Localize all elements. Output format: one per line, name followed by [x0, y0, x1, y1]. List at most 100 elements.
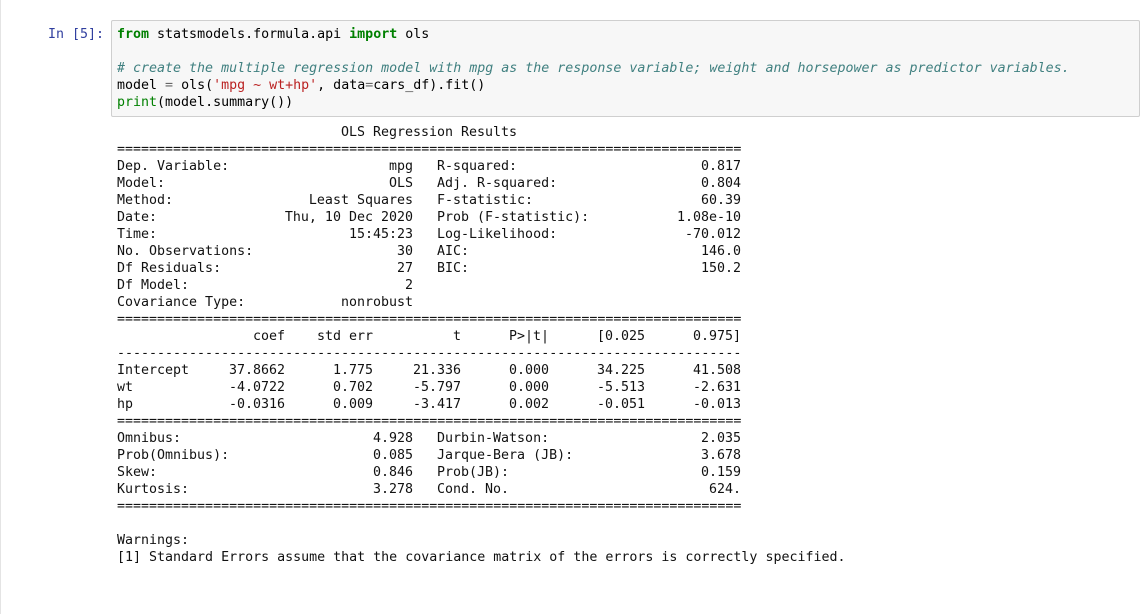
- stat-value: 60.39: [700, 193, 741, 208]
- stat-label: Omnibus:: [117, 431, 182, 446]
- stat-value: nonrobust: [340, 295, 413, 310]
- stat-value: 1.08e-10: [676, 210, 741, 225]
- stat-value: 146.0: [700, 244, 741, 259]
- double-rule: ========================================…: [117, 142, 742, 157]
- coef-value: 0.000: [508, 380, 549, 395]
- stat-label: Df Model:: [117, 278, 190, 293]
- coef-header: [0.025: [596, 329, 645, 344]
- coef-value: -5.513: [596, 380, 645, 395]
- stat-value: 4.928: [372, 431, 413, 446]
- stat-value: 3.678: [700, 448, 741, 463]
- code-comment: # create the multiple regression model w…: [117, 61, 1070, 76]
- stat-label: Covariance Type:: [117, 295, 246, 310]
- warning-text: [1] Standard Errors assume that the cova…: [117, 550, 846, 565]
- string: 'mpg ~ wt+hp': [213, 78, 318, 93]
- coef-value: 1.775: [332, 363, 373, 378]
- coef-header: P>|t|: [508, 329, 549, 344]
- coef-value: -0.0316: [228, 397, 285, 412]
- stat-label: BIC:: [437, 261, 470, 276]
- warnings-title: Warnings:: [117, 533, 190, 548]
- stat-label: Prob(JB):: [437, 465, 510, 480]
- double-rule: ========================================…: [117, 312, 742, 327]
- coef-value: 41.508: [692, 363, 741, 378]
- coef-value: -3.417: [412, 397, 461, 412]
- code-text: statsmodels.formula.api: [149, 27, 350, 42]
- stat-value: 624.: [708, 482, 741, 497]
- code-input-area[interactable]: [111, 20, 1140, 117]
- stat-label: Prob(Omnibus):: [117, 448, 230, 463]
- double-rule: ========================================…: [117, 499, 742, 514]
- stat-value: OLS: [388, 176, 413, 191]
- coef-value: 0.009: [332, 397, 373, 412]
- stat-value: 0.846: [372, 465, 413, 480]
- code-line: print(model.summary()): [117, 94, 293, 111]
- stat-value: mpg: [388, 159, 413, 174]
- stat-label: Jarque-Bera (JB):: [437, 448, 574, 463]
- stat-value: 15:45:23: [348, 227, 413, 242]
- operator: =: [365, 78, 374, 93]
- summary-title: OLS Regression Results: [340, 125, 518, 140]
- coef-name: Intercept: [117, 363, 190, 378]
- stat-label: Log-Likelihood:: [437, 227, 558, 242]
- stat-value: 2: [404, 278, 413, 293]
- builtin: print: [117, 95, 158, 110]
- stat-label: AIC:: [437, 244, 470, 259]
- input-prompt: In [5]:: [48, 27, 105, 42]
- keyword: from: [117, 27, 150, 42]
- coef-value: -2.631: [692, 380, 741, 395]
- coef-name: hp: [117, 397, 134, 412]
- stat-label: Model:: [117, 176, 166, 191]
- stat-label: Cond. No.: [437, 482, 510, 497]
- stat-value: -70.012: [684, 227, 741, 242]
- code-text: cars_df).fit(): [373, 78, 486, 93]
- stat-value: Thu, 10 Dec 2020: [284, 210, 413, 225]
- stat-value: 0.804: [700, 176, 741, 191]
- coef-value: 0.000: [508, 363, 549, 378]
- output-area: OLS Regression Results ==================…: [117, 0, 846, 615]
- coef-value: -5.797: [412, 380, 461, 395]
- coef-header: coef: [252, 329, 285, 344]
- coef-value: 21.336: [412, 363, 461, 378]
- stat-label: Dep. Variable:: [117, 159, 230, 174]
- coef-name: wt: [117, 380, 134, 395]
- stat-value: Least Squares: [308, 193, 413, 208]
- stat-value: 150.2: [700, 261, 741, 276]
- stat-label: Df Residuals:: [117, 261, 222, 276]
- coef-value: -4.0722: [228, 380, 285, 395]
- operator: =: [157, 78, 182, 93]
- coef-value: 34.225: [596, 363, 645, 378]
- stat-value: 0.159: [700, 465, 741, 480]
- stat-label: Skew:: [117, 465, 158, 480]
- stat-label: Prob (F-statistic):: [437, 210, 590, 225]
- coef-value: 37.8662: [228, 363, 285, 378]
- coef-value: -0.013: [692, 397, 741, 412]
- code-line: from statsmodels.formula.api import ols: [117, 26, 429, 43]
- stat-label: R-squared:: [437, 159, 518, 174]
- single-rule: ----------------------------------------…: [117, 346, 742, 361]
- stat-label: Method:: [117, 193, 174, 208]
- coef-header: std err: [316, 329, 373, 344]
- stat-value: 3.278: [372, 482, 413, 497]
- code-text: , data: [317, 78, 366, 93]
- stat-value: 0.085: [372, 448, 413, 463]
- stat-label: Durbin-Watson:: [437, 431, 550, 446]
- coef-value: -0.051: [596, 397, 645, 412]
- stat-label: Date:: [117, 210, 158, 225]
- stat-label: Kurtosis:: [117, 482, 190, 497]
- coef-value: 0.702: [332, 380, 373, 395]
- coef-header: 0.975]: [692, 329, 741, 344]
- coef-value: 0.002: [508, 397, 549, 412]
- stat-value: 0.817: [700, 159, 741, 174]
- stat-value: 30: [396, 244, 413, 259]
- stat-label: F-statistic:: [437, 193, 534, 208]
- stat-label: Adj. R-squared:: [437, 176, 558, 191]
- keyword: import: [349, 27, 398, 42]
- code-text: ols: [397, 27, 430, 42]
- code-text: ols(: [181, 78, 214, 93]
- stat-value: 27: [396, 261, 413, 276]
- stat-label: No. Observations:: [117, 244, 254, 259]
- double-rule: ========================================…: [117, 414, 742, 429]
- stat-label: Time:: [117, 227, 158, 242]
- coef-header: t: [452, 329, 461, 344]
